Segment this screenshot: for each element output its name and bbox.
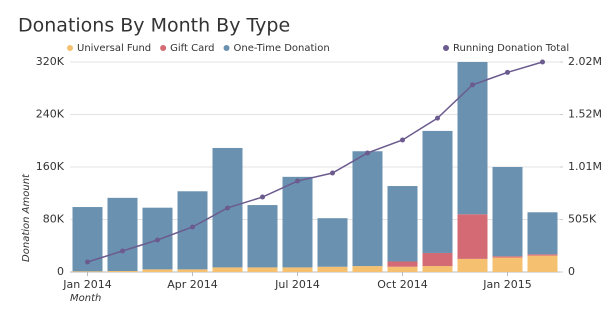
x-tick-label: Jan 2014: [62, 278, 111, 291]
bar: [247, 267, 278, 272]
y-tick-label: 0: [57, 265, 64, 278]
x-tick-label: Oct 2014: [377, 278, 428, 291]
bar: [177, 269, 208, 272]
line-point: [400, 137, 405, 143]
y2-tick-label: 0: [568, 265, 575, 278]
line-point: [330, 170, 335, 176]
line-point: [260, 194, 265, 200]
bar: [212, 267, 243, 272]
x-tick-label: Jan 2015: [482, 278, 531, 291]
bar: [492, 167, 523, 257]
line-point: [295, 178, 300, 184]
bar: [492, 256, 523, 258]
x-tick-label: Jul 2014: [274, 278, 320, 291]
y-tick-label: 320K: [36, 55, 65, 68]
bar: [527, 254, 558, 256]
line-point: [365, 150, 370, 156]
line-point: [225, 205, 230, 211]
bar: [387, 266, 418, 272]
legend-label: One-Time Donation: [234, 43, 330, 54]
y2-tick-label: 2.02M: [568, 55, 602, 68]
y-tick-label: 160K: [36, 160, 65, 173]
bar: [282, 267, 313, 272]
line: [87, 61, 543, 263]
bar: [107, 197, 138, 272]
x-tick-label: Apr 2014: [167, 278, 218, 291]
bar: [457, 62, 488, 215]
bar: [422, 266, 453, 272]
legend-label: Universal Fund: [77, 43, 151, 54]
bar: [422, 130, 453, 253]
bar: [527, 212, 558, 255]
line-point: [190, 224, 195, 230]
y2-tick-label: 1.52M: [568, 108, 602, 121]
bar: [527, 255, 558, 272]
bar: [142, 269, 173, 272]
bar: [457, 258, 488, 272]
bar: [247, 205, 278, 268]
bar: [72, 271, 103, 272]
y2-tick-label: 505K: [568, 213, 597, 226]
line-point: [120, 248, 125, 254]
y-axis-label: Donation Amount: [21, 173, 32, 262]
legend-label: Gift Card: [170, 43, 214, 54]
legend-marker: [67, 45, 73, 51]
legend-marker: [223, 45, 230, 51]
bar: [492, 257, 523, 272]
line-point: [540, 59, 545, 65]
bar: [107, 271, 138, 272]
y2-tick-label: 1.01M: [568, 160, 602, 173]
bar: [387, 186, 418, 262]
y-tick-label: 80K: [43, 213, 65, 226]
line-point: [505, 69, 510, 75]
bar: [317, 218, 348, 267]
bar: [352, 151, 383, 267]
bar: [352, 266, 383, 272]
bar: [317, 266, 348, 272]
bar: [282, 176, 313, 268]
y-tick-label: 240K: [36, 108, 65, 121]
x-axis-label: Month: [70, 293, 101, 304]
legend-marker: [443, 45, 449, 51]
line-point: [85, 259, 90, 265]
line-point: [435, 115, 440, 121]
chart-title: Donations By Month By Type: [18, 15, 290, 37]
bar: [387, 261, 418, 267]
legend-marker: [160, 45, 167, 51]
line-point: [155, 237, 160, 243]
line-point: [470, 82, 475, 88]
bar: [457, 214, 488, 259]
bar: [422, 252, 453, 267]
legend-label: Running Donation Total: [453, 43, 569, 54]
